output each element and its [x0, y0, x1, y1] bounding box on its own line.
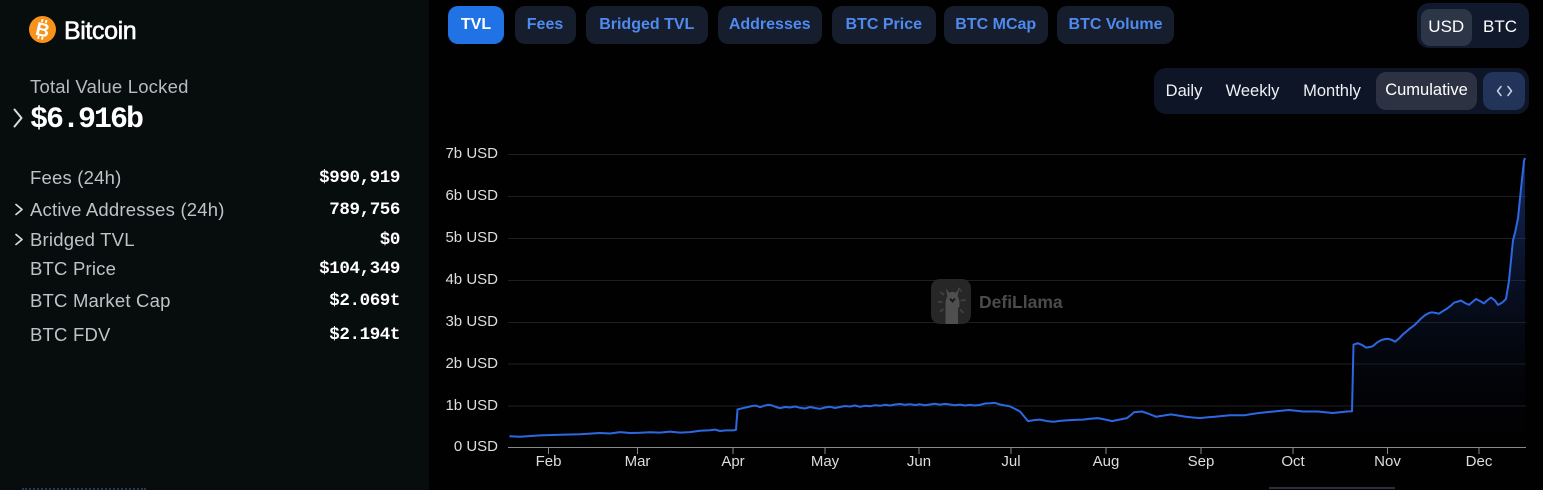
svg-text:B: B — [33, 19, 51, 43]
svg-text:DefiLlama: DefiLlama — [979, 292, 1063, 312]
